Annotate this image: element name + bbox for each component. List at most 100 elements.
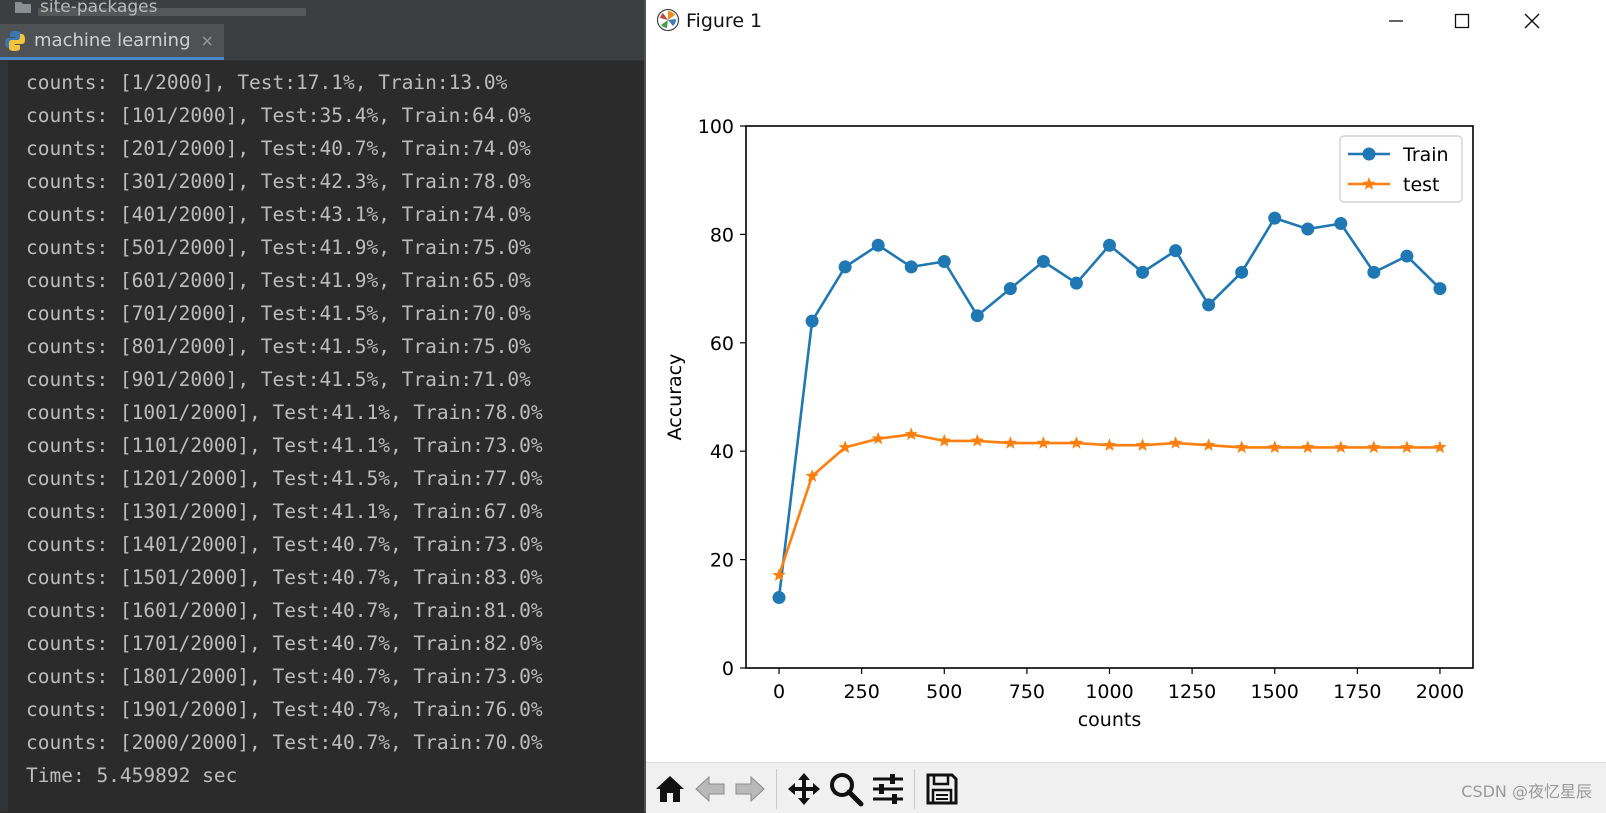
ide-top-bar: site-packages [0, 0, 644, 24]
horizontal-scrollbar[interactable] [38, 8, 306, 16]
close-icon [1524, 13, 1540, 29]
data-point-test [838, 440, 852, 454]
console-line: counts: [1301/2000], Test:41.1%, Train:6… [26, 500, 543, 523]
toolbar-separator [776, 769, 777, 809]
minimize-icon [1389, 20, 1403, 22]
data-point-test [1235, 440, 1249, 454]
data-point-test [805, 469, 819, 482]
zoom-icon [830, 773, 864, 807]
y-tick-label: 80 [710, 224, 734, 246]
toolbar-separator [914, 769, 915, 809]
data-point-train [937, 255, 951, 268]
data-point-test [904, 427, 918, 441]
data-point-train [1036, 255, 1050, 268]
console-line: counts: [1001/2000], Test:41.1%, Train:7… [26, 401, 543, 424]
maximize-icon [1454, 13, 1470, 29]
back-button[interactable] [690, 769, 730, 809]
tab-machine-learning[interactable]: machine learning × [0, 24, 224, 60]
data-point-train [1268, 211, 1282, 225]
figure-title-bar: Figure 1 [646, 0, 1606, 42]
tab-machine-learning-label: machine learning [34, 30, 191, 51]
tab-site-packages-label: site-packages [40, 0, 158, 17]
x-tick-label: 1500 [1251, 681, 1299, 703]
x-tick-label: 1250 [1168, 681, 1216, 703]
console-line: counts: [1201/2000], Test:41.5%, Train:7… [26, 467, 543, 490]
data-point-test [1268, 440, 1282, 454]
data-point-test [970, 433, 984, 447]
x-tick-label: 500 [926, 681, 962, 703]
figure-toolbar [646, 762, 1606, 813]
data-point-train [1103, 238, 1116, 252]
save-button[interactable] [922, 769, 962, 809]
data-point-train [970, 309, 984, 323]
close-button[interactable] [1502, 0, 1562, 42]
x-tick-label: 1750 [1333, 681, 1381, 703]
data-point-train [871, 238, 885, 252]
legend-entry-test: test [1403, 174, 1440, 196]
y-tick-label: 40 [710, 441, 734, 463]
x-tick-label: 0 [773, 681, 785, 703]
data-point-test [1334, 440, 1348, 454]
maximize-button[interactable] [1432, 0, 1492, 42]
data-point-train [1069, 276, 1083, 290]
configure-subplots-button[interactable] [868, 769, 908, 809]
back-arrow-icon [695, 775, 725, 803]
forward-button[interactable] [730, 769, 770, 809]
data-point-test [1301, 440, 1315, 454]
tab-close-icon[interactable]: × [200, 31, 214, 50]
x-tick-label: 250 [844, 681, 880, 703]
data-point-train [772, 591, 786, 605]
save-icon [926, 773, 958, 805]
console-line: counts: [401/2000], Test:43.1%, Train:74… [26, 203, 531, 226]
zoom-button[interactable] [826, 769, 866, 809]
console-line: counts: [201/2000], Test:40.7%, Train:74… [26, 137, 531, 160]
home-icon [656, 776, 684, 802]
pan-button[interactable] [784, 769, 824, 809]
y-tick-label: 20 [710, 550, 734, 572]
console-line: counts: [2000/2000], Test:40.7%, Train:7… [26, 731, 543, 754]
data-point-train [1400, 249, 1414, 263]
home-button[interactable] [650, 769, 690, 809]
console-line: counts: [701/2000], Test:41.5%, Train:70… [26, 302, 531, 325]
data-point-train [1334, 217, 1348, 231]
console-line: counts: [601/2000], Test:41.9%, Train:65… [26, 269, 531, 292]
console-line: counts: [301/2000], Test:42.3%, Train:78… [26, 170, 531, 193]
python-icon [5, 30, 25, 51]
x-tick-label: 1000 [1085, 681, 1133, 703]
data-point-train [1367, 265, 1381, 279]
editor-tab-row: machine learning × [0, 24, 644, 61]
data-point-test [1201, 438, 1216, 451]
data-point-train [1136, 265, 1150, 279]
data-point-train [1169, 244, 1183, 258]
data-point-train [1202, 298, 1216, 312]
console-line: counts: [1/2000], Test:17.1%, Train:13.0… [26, 71, 508, 94]
data-point-test [937, 433, 951, 447]
run-console-output: counts: [1/2000], Test:17.1%, Train:13.0… [26, 66, 543, 792]
y-axis-label: Accuracy [664, 354, 686, 441]
plot-canvas[interactable]: 0 20 40 60 80 100 0 250 500 750 1000 1250 1500 1750 20… [646, 42, 1606, 762]
data-point-train [1301, 222, 1315, 236]
tab-site-packages[interactable]: site-packages [0, 0, 157, 24]
matplotlib-logo-icon [656, 8, 680, 32]
console-line: counts: [1401/2000], Test:40.7%, Train:7… [26, 533, 543, 556]
data-point-test [1135, 438, 1150, 451]
legend-marker-test [1362, 177, 1376, 190]
console-line: counts: [801/2000], Test:41.5%, Train:75… [26, 335, 531, 358]
data-point-train [1003, 282, 1017, 296]
y-tick-label: 100 [698, 116, 734, 138]
legend-entry-train: Train [1402, 144, 1449, 166]
console-line: counts: [1801/2000], Test:40.7%, Train:7… [26, 665, 543, 688]
ide-panel: site-packages machine learning × counts:… [0, 0, 644, 812]
console-line: counts: [501/2000], Test:41.9%, Train:75… [26, 236, 531, 259]
data-point-test [1400, 440, 1414, 454]
data-point-train [838, 260, 852, 274]
data-point-test [1367, 440, 1381, 454]
data-point-test [1069, 436, 1084, 449]
axes-frame [745, 125, 1474, 669]
data-point-train [805, 314, 819, 328]
data-point-test [772, 568, 786, 581]
csdn-watermark: CSDN @夜忆星辰 [1461, 782, 1592, 801]
data-point-train [1433, 282, 1447, 296]
minimize-button[interactable] [1366, 0, 1426, 42]
